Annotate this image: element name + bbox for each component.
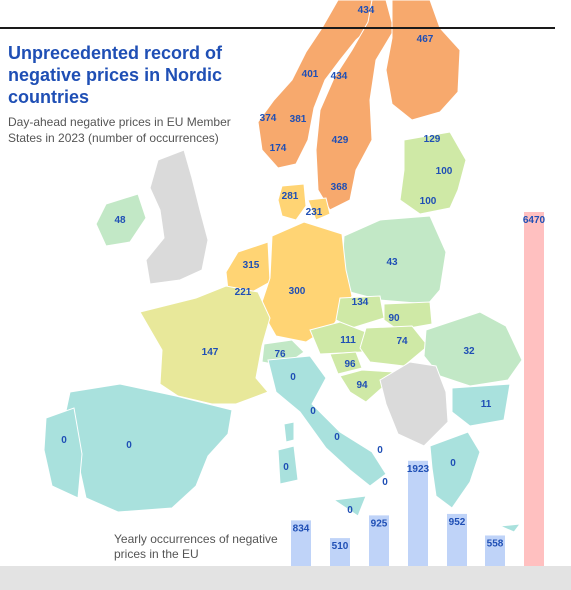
region-france xyxy=(139,285,271,405)
yearly-occurrences-label: Yearly occurrences of negative prices in… xyxy=(114,532,278,561)
map-value-label: 0 xyxy=(290,372,296,383)
bar-value-label: 834 xyxy=(293,523,310,534)
map-value-label: 0 xyxy=(61,435,67,446)
header-divider xyxy=(0,27,555,29)
bar-2017 xyxy=(291,520,311,566)
map-value-label: 32 xyxy=(463,346,475,357)
map-value-label: 0 xyxy=(310,406,316,417)
map-value-label: 434 xyxy=(358,5,375,16)
map-value-label: 221 xyxy=(235,287,252,298)
map-value-label: 0 xyxy=(347,505,353,516)
map-value-label: 0 xyxy=(377,445,383,456)
map-value-label: 429 xyxy=(332,135,349,146)
bar-value-label: 925 xyxy=(371,518,388,529)
page-subtitle: Day-ahead negative prices in EU Member S… xyxy=(8,115,231,145)
map-value-label: 374 xyxy=(260,113,277,124)
region-romania xyxy=(423,311,523,387)
bar-2019 xyxy=(369,515,389,566)
region-slovenia xyxy=(329,351,363,375)
map-value-label: 0 xyxy=(450,458,456,469)
region-italy xyxy=(267,355,387,487)
map-value-label: 11 xyxy=(481,399,492,410)
map-value-label: 315 xyxy=(243,260,260,271)
region-balkans xyxy=(379,361,449,447)
region-slovakia xyxy=(383,301,433,331)
map-value-label: 231 xyxy=(306,207,323,218)
map-value-label: 0 xyxy=(382,477,388,488)
map-value-label: 111 xyxy=(340,335,356,346)
map-value-label: 467 xyxy=(417,34,434,45)
bar-value-label: 952 xyxy=(449,517,466,528)
map-value-label: 96 xyxy=(344,359,356,370)
bar-value-label: 6470 xyxy=(523,215,546,226)
map-value-label: 0 xyxy=(334,432,340,443)
map-value-label: 281 xyxy=(282,191,299,202)
map-value-label: 90 xyxy=(388,313,400,324)
region-hungary xyxy=(359,325,429,367)
map-value-label: 129 xyxy=(424,134,441,145)
map-value-label: 147 xyxy=(202,347,219,358)
map-value-label: 368 xyxy=(331,182,348,193)
region-portugal xyxy=(43,407,83,499)
map-value-label: 381 xyxy=(290,114,307,125)
bar-2021 xyxy=(447,513,467,566)
region-denmark-island xyxy=(307,197,331,221)
map-value-label: 74 xyxy=(396,336,408,347)
bar-value-label: 558 xyxy=(487,538,504,549)
region-baltics xyxy=(399,131,467,215)
map-value-label: 48 xyxy=(114,215,126,226)
region-sardinia xyxy=(277,445,299,485)
map-value-label: 434 xyxy=(331,71,348,82)
region-sweden xyxy=(315,0,395,211)
map-value-label: 43 xyxy=(386,257,398,268)
region-corsica xyxy=(283,421,295,443)
bar-2023 xyxy=(524,212,544,566)
region-cyprus xyxy=(499,523,522,533)
map-value-label: 134 xyxy=(352,297,369,308)
map-value-label: 174 xyxy=(270,143,287,154)
bar-2022 xyxy=(485,535,505,566)
region-finland xyxy=(385,0,461,121)
map-value-label: 0 xyxy=(283,462,289,473)
region-greece xyxy=(429,431,481,509)
map-value-label: 300 xyxy=(289,286,306,297)
map-value-label: 100 xyxy=(420,196,437,207)
map-value-label: 100 xyxy=(436,166,453,177)
year-axis-band xyxy=(0,566,571,590)
bar-2020 xyxy=(408,460,428,566)
region-spain xyxy=(63,383,233,513)
bar-value-label: 510 xyxy=(332,541,349,552)
region-czechia xyxy=(335,295,385,329)
region-uk xyxy=(145,149,209,285)
bar-value-label: 1923 xyxy=(407,464,430,475)
map-value-label: 401 xyxy=(302,69,319,80)
region-ireland xyxy=(95,193,147,247)
bar-2018 xyxy=(330,538,350,566)
map-value-label: 76 xyxy=(274,349,286,360)
region-denmark xyxy=(277,183,307,221)
map-value-label: 94 xyxy=(356,380,368,391)
region-sicily xyxy=(332,495,367,517)
map-value-label: 0 xyxy=(126,440,132,451)
page-title: Unprecedented record of negative prices … xyxy=(8,43,223,107)
region-bulgaria xyxy=(451,383,511,427)
